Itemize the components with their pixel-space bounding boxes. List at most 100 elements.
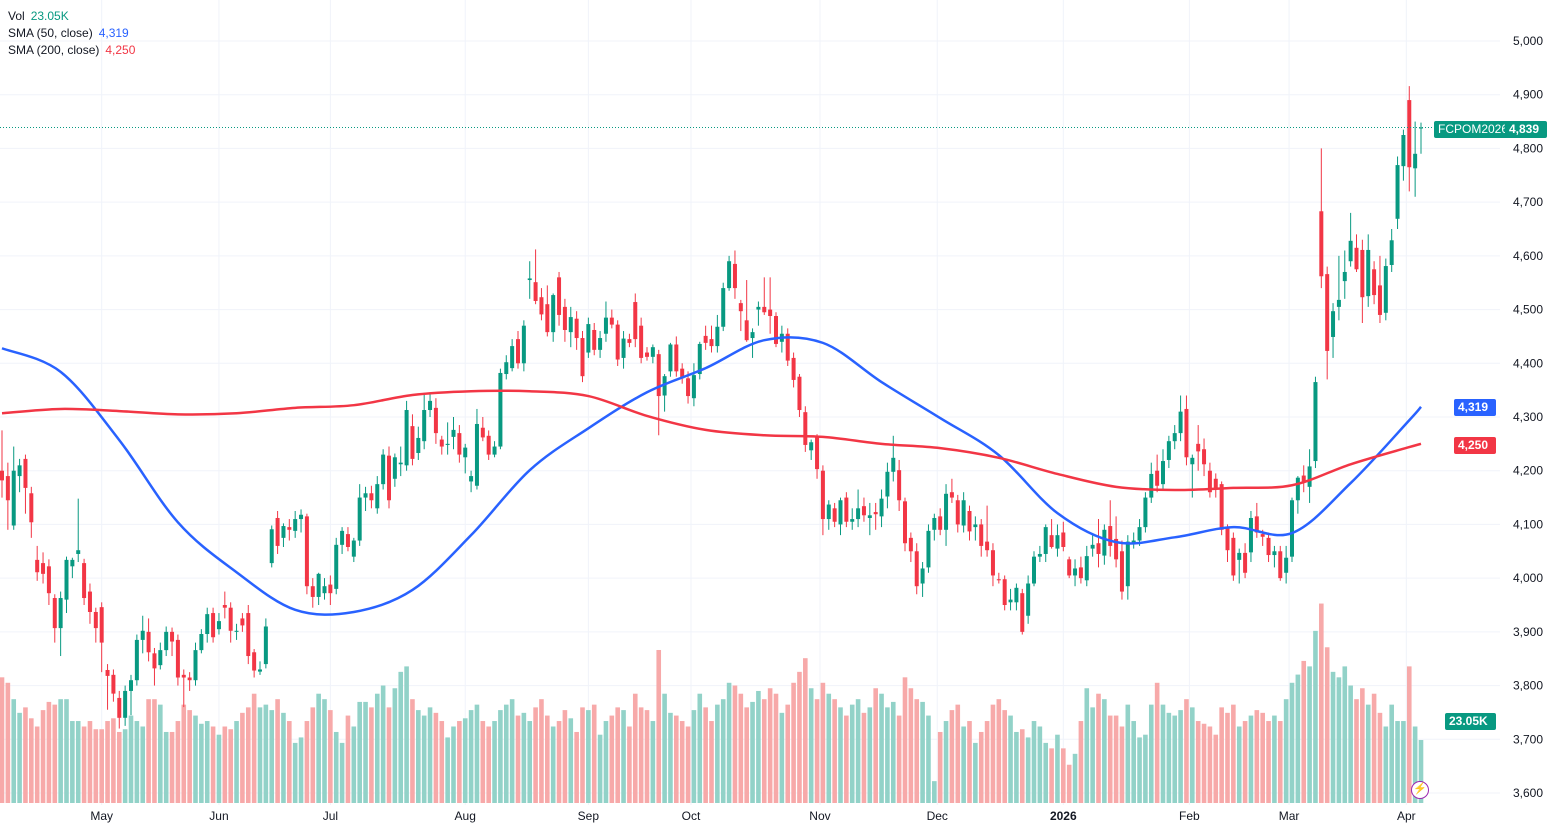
volume-bar <box>609 715 615 803</box>
volume-bar <box>703 707 708 803</box>
volume-bar <box>767 688 773 803</box>
volume-bar <box>251 693 257 803</box>
candle-body <box>17 465 22 477</box>
volume-bar <box>1295 674 1301 803</box>
candle-body <box>797 376 802 411</box>
volume-bar <box>990 704 996 803</box>
candle-body <box>944 493 949 530</box>
volume-bar <box>1096 693 1101 803</box>
last-price-tag: 4,839 <box>1505 121 1547 138</box>
candle-body <box>416 437 421 453</box>
candle-body <box>697 343 702 375</box>
volume-bar <box>386 707 392 803</box>
volume-bar <box>1283 699 1289 803</box>
candle-body <box>1313 382 1318 462</box>
legend-sma50[interactable]: SMA (50, close) 4,319 <box>8 25 135 42</box>
candle-body <box>926 530 931 568</box>
volume-bar <box>849 704 855 803</box>
legend-sma50-value: 4,319 <box>98 26 129 40</box>
candle-body <box>768 309 773 317</box>
volume-bar <box>1061 748 1066 803</box>
candle-body <box>949 492 954 498</box>
candle-body <box>1301 475 1306 482</box>
volume-bar <box>29 718 34 803</box>
candle-body <box>457 433 462 455</box>
candle-body <box>1032 556 1036 584</box>
volume-bar <box>357 701 362 803</box>
volume-bar <box>632 693 638 803</box>
candle-body <box>621 338 626 358</box>
candle-body <box>897 470 902 501</box>
lightning-icon[interactable]: ⚡ <box>1411 781 1429 799</box>
volume-bar <box>603 721 609 803</box>
candle-body <box>258 669 262 672</box>
y-tick-label: 3,800 <box>1513 679 1543 693</box>
volume-bar <box>591 704 597 803</box>
candle-body <box>234 630 239 632</box>
candle-body <box>1331 311 1336 337</box>
volume-bar <box>597 734 603 803</box>
y-tick-label: 4,100 <box>1513 517 1543 531</box>
volume-bar <box>539 699 544 803</box>
volume-bar <box>943 721 949 803</box>
volume-bar <box>1231 704 1236 803</box>
candle-body <box>1137 527 1142 541</box>
candle-body <box>269 529 274 564</box>
volume-bar <box>521 712 527 803</box>
candle-body <box>973 524 978 528</box>
legend: Vol 23.05K SMA (50, close) 4,319 SMA (200,… <box>8 8 135 59</box>
candle-body <box>228 607 233 631</box>
candle-body <box>738 303 743 312</box>
candle-body <box>404 410 409 466</box>
volume-bar <box>656 649 662 803</box>
sma50-line <box>1 336 1422 616</box>
volume-bar <box>263 704 269 803</box>
volume-bar <box>1383 726 1389 803</box>
volume-bar <box>228 729 233 803</box>
candle-body <box>662 376 667 396</box>
candle-body <box>99 607 104 643</box>
candle-body <box>70 559 75 567</box>
volume-bar <box>503 704 509 803</box>
volume-bar <box>1049 748 1054 803</box>
sma200-tag: 4,250 <box>1454 437 1496 454</box>
time-axis[interactable]: May Jun Jul Aug Sep Oct Nov Dec 2026 Feb Mar Apr <box>90 809 1415 823</box>
volume-bar <box>17 712 22 803</box>
volume-bar <box>169 731 175 803</box>
candle-body <box>469 476 474 482</box>
candle-body <box>873 512 878 515</box>
candle-body <box>1073 568 1078 576</box>
legend-volume[interactable]: Vol 23.05K <box>8 8 135 25</box>
volume-bar <box>1055 734 1060 803</box>
volume-bar <box>23 707 28 803</box>
volume-bar <box>580 707 585 803</box>
candle-body <box>1190 457 1195 465</box>
volume-bar <box>52 704 58 803</box>
legend-sma200[interactable]: SMA (200, close) 4,250 <box>8 42 135 59</box>
volume-bar <box>685 726 691 803</box>
candle-body <box>129 680 133 691</box>
volume-bar <box>750 701 755 803</box>
volume-bar <box>1195 721 1201 803</box>
volume-bar <box>1330 671 1336 803</box>
x-tick-label: Sep <box>578 809 600 823</box>
volume-bar <box>1172 715 1178 803</box>
volume-bar <box>240 712 245 803</box>
price-axis[interactable]: 5,000 4,900 4,800 4,700 4,600 4,500 4,400 4,300… <box>1513 34 1543 800</box>
candle-body <box>87 591 92 612</box>
y-tick-label: 4,700 <box>1513 195 1543 209</box>
volume-bar <box>58 699 63 803</box>
candle-body <box>1225 527 1230 551</box>
candle-body <box>727 261 732 289</box>
volume-bar <box>193 715 198 803</box>
volume-bar <box>163 731 169 803</box>
candle-body <box>375 484 380 509</box>
candle-body <box>199 634 204 651</box>
volume-bar <box>1348 685 1353 803</box>
volume-bar <box>146 699 151 803</box>
volume-bar <box>374 693 380 803</box>
x-tick-label: Dec <box>927 809 948 823</box>
candle-body <box>903 501 907 544</box>
volume-bar <box>416 710 421 803</box>
